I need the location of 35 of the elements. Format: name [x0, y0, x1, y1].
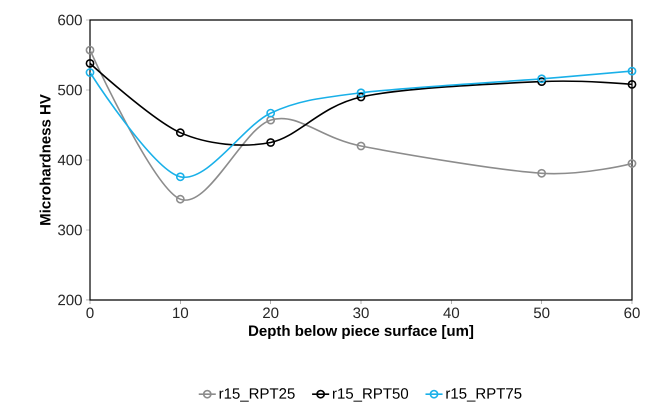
- x-tick-label: 60: [624, 308, 640, 318]
- x-tick-label: 0: [86, 308, 94, 318]
- point: [628, 66, 636, 76]
- x-axis-title: Depth below piece surface [um]: [249, 325, 474, 339]
- point: [356, 92, 366, 102]
- point: [266, 138, 276, 147]
- legend-label: r15_RPT50: [332, 388, 408, 402]
- point: [537, 168, 546, 178]
- point: [628, 159, 636, 168]
- point: [266, 116, 276, 124]
- legend-label: r15_RPT25: [220, 388, 295, 402]
- y-axis-title: Microhardness HV: [40, 94, 51, 225]
- point: [176, 128, 185, 138]
- point: [628, 80, 636, 89]
- y-tick-label: 300: [58, 224, 82, 236]
- point: [537, 74, 546, 84]
- x-tick-label: 50: [534, 308, 550, 318]
- point: [356, 88, 366, 98]
- legend-label: r15_RPT75: [446, 388, 522, 402]
- point: [176, 194, 185, 204]
- point: [86, 46, 94, 54]
- x-tick-label: 20: [263, 308, 278, 318]
- y-tick-label: 400: [58, 154, 82, 166]
- point: [537, 77, 546, 86]
- point: [176, 172, 185, 182]
- y-tick-label: 500: [58, 84, 82, 96]
- point: [86, 58, 94, 68]
- x-tick-label: 40: [443, 308, 460, 318]
- point: [86, 68, 94, 77]
- y-tick-label: 600: [58, 14, 82, 26]
- point: [266, 108, 276, 118]
- x-tick-label: 30: [353, 308, 369, 318]
- point: [356, 142, 366, 150]
- y-tick-label: 200: [58, 294, 82, 306]
- x-tick-label: 10: [173, 308, 188, 318]
